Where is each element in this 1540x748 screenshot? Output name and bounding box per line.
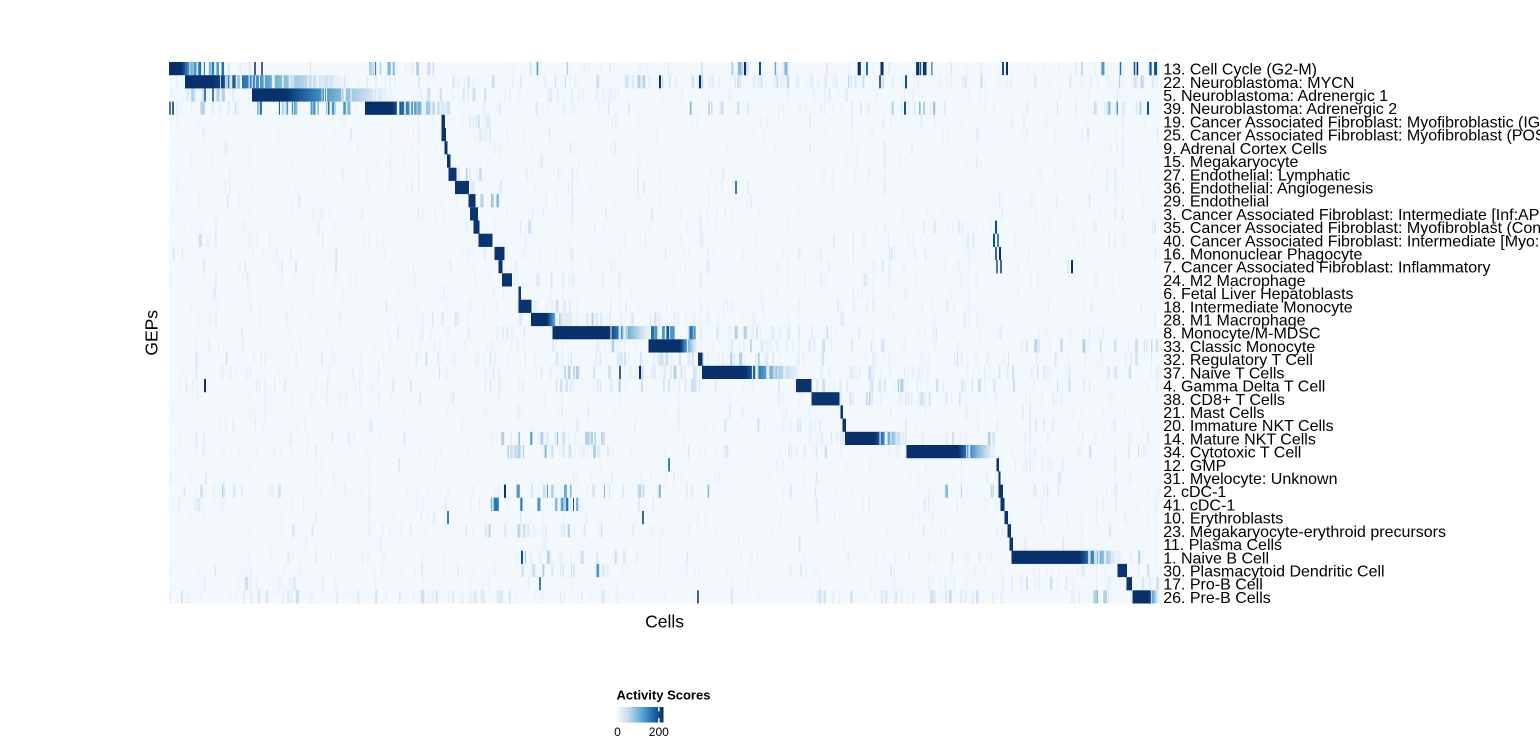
svg-text:31. Myelocyte: Unknown: 31. Myelocyte: Unknown <box>1163 471 1337 488</box>
svg-text:8. Monocyte/M-MDSC: 8. Monocyte/M-MDSC <box>1163 326 1320 343</box>
svg-text:Cells: Cells <box>645 611 684 631</box>
svg-text:26. Pre-B Cells: 26. Pre-B Cells <box>1163 590 1271 607</box>
svg-text:28. M1 Macrophage: 28. M1 Macrophage <box>1163 313 1305 330</box>
svg-text:27. Endothelial: Lymphatic: 27. Endothelial: Lymphatic <box>1163 167 1350 184</box>
svg-text:10. Erythroblasts: 10. Erythroblasts <box>1163 511 1283 528</box>
svg-text:200: 200 <box>649 725 669 739</box>
svg-text:37. Naive T Cells: 37. Naive T Cells <box>1163 365 1284 382</box>
svg-text:14. Mature NKT Cells: 14. Mature NKT Cells <box>1163 431 1316 448</box>
svg-text:2. cDC-1: 2. cDC-1 <box>1163 484 1226 501</box>
svg-text:29. Endothelial: 29. Endothelial <box>1163 194 1269 211</box>
svg-text:Activity Scores: Activity Scores <box>617 688 711 703</box>
svg-text:23. Megakaryocyte-erythroid pr: 23. Megakaryocyte-erythroid precursors <box>1163 524 1446 541</box>
svg-text:22. Neuroblastoma: MYCN: 22. Neuroblastoma: MYCN <box>1163 75 1354 92</box>
svg-text:25. Cancer Associated Fibrobla: 25. Cancer Associated Fibroblast: Myofib… <box>1163 128 1540 145</box>
svg-text:9. Adrenal Cortex Cells: 9. Adrenal Cortex Cells <box>1163 141 1327 158</box>
svg-text:4. Gamma Delta T Cell: 4. Gamma Delta T Cell <box>1163 379 1325 396</box>
svg-text:1. Naive B Cell: 1. Naive B Cell <box>1163 550 1269 567</box>
svg-text:20. Immature NKT Cells: 20. Immature NKT Cells <box>1163 418 1333 435</box>
svg-text:18. Intermediate Monocyte: 18. Intermediate Monocyte <box>1163 299 1353 316</box>
svg-text:30. Plasmacytoid Dendritic Cel: 30. Plasmacytoid Dendritic Cell <box>1163 564 1384 581</box>
svg-text:39. Neuroblastoma: Adrenergic: 39. Neuroblastoma: Adrenergic 2 <box>1163 101 1397 118</box>
svg-text:33. Classic Monocyte: 33. Classic Monocyte <box>1163 339 1315 356</box>
svg-text:GEPs: GEPs <box>142 310 162 356</box>
svg-text:32. Regulatory T Cell: 32. Regulatory T Cell <box>1163 352 1313 369</box>
svg-text:24. M2 Macrophage: 24. M2 Macrophage <box>1163 273 1305 290</box>
svg-text:38. CD8+ T Cells: 38. CD8+ T Cells <box>1163 392 1285 409</box>
svg-text:3. Cancer Associated Fibroblas: 3. Cancer Associated Fibroblast: Interme… <box>1163 207 1540 224</box>
svg-text:5. Neuroblastoma: Adrenergic 1: 5. Neuroblastoma: Adrenergic 1 <box>1163 88 1388 105</box>
svg-text:15. Megakaryocyte: 15. Megakaryocyte <box>1163 154 1298 171</box>
svg-text:35. Cancer Associated Fibrobla: 35. Cancer Associated Fibroblast: Myofib… <box>1163 220 1540 237</box>
svg-text:16. Mononuclear Phagocyte: 16. Mononuclear Phagocyte <box>1163 247 1362 264</box>
svg-text:36. Endothelial: Angiogenesis: 36. Endothelial: Angiogenesis <box>1163 181 1373 198</box>
svg-text:19. Cancer Associated Fibrobla: 19. Cancer Associated Fibroblast: Myofib… <box>1163 114 1540 131</box>
svg-text:7. Cancer Associated Fibroblas: 7. Cancer Associated Fibroblast: Inflamm… <box>1163 260 1490 277</box>
svg-text:12. GMP: 12. GMP <box>1163 458 1226 475</box>
svg-text:13. Cell Cycle (G2-M): 13. Cell Cycle (G2-M) <box>1163 62 1317 79</box>
svg-text:34. Cytotoxic T Cell: 34. Cytotoxic T Cell <box>1163 445 1301 462</box>
svg-text:6. Fetal Liver Hepatoblasts: 6. Fetal Liver Hepatoblasts <box>1163 286 1353 303</box>
svg-text:0: 0 <box>614 725 621 739</box>
svg-text:17. Pro-B Cell: 17. Pro-B Cell <box>1163 577 1263 594</box>
svg-text:40. Cancer Associated Fibrobla: 40. Cancer Associated Fibroblast: Interm… <box>1163 233 1540 250</box>
svg-text:11. Plasma Cells: 11. Plasma Cells <box>1163 537 1282 554</box>
svg-text:41. cDC-1: 41. cDC-1 <box>1163 497 1235 514</box>
svg-text:21. Mast Cells: 21. Mast Cells <box>1163 405 1264 422</box>
